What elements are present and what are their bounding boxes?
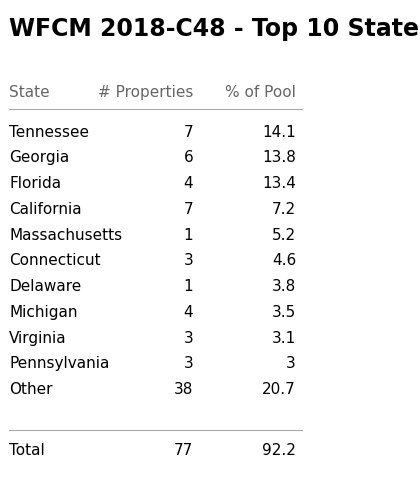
Text: 7.2: 7.2	[272, 202, 296, 217]
Text: 4: 4	[184, 305, 193, 320]
Text: 92.2: 92.2	[262, 443, 296, 458]
Text: 3.5: 3.5	[272, 305, 296, 320]
Text: Michigan: Michigan	[9, 305, 78, 320]
Text: # Properties: # Properties	[98, 85, 193, 100]
Text: 3: 3	[286, 356, 296, 372]
Text: 3: 3	[184, 253, 193, 268]
Text: 14.1: 14.1	[262, 125, 296, 139]
Text: 3: 3	[184, 331, 193, 346]
Text: Total: Total	[9, 443, 45, 458]
Text: Massachusetts: Massachusetts	[9, 227, 123, 243]
Text: 7: 7	[184, 125, 193, 139]
Text: 3: 3	[184, 356, 193, 372]
Text: 4.6: 4.6	[272, 253, 296, 268]
Text: State: State	[9, 85, 50, 100]
Text: Florida: Florida	[9, 176, 61, 191]
Text: Georgia: Georgia	[9, 150, 70, 165]
Text: Pennsylvania: Pennsylvania	[9, 356, 110, 372]
Text: % of Pool: % of Pool	[225, 85, 296, 100]
Text: Tennessee: Tennessee	[9, 125, 89, 139]
Text: WFCM 2018-C48 - Top 10 States: WFCM 2018-C48 - Top 10 States	[9, 17, 420, 41]
Text: 3.8: 3.8	[272, 279, 296, 294]
Text: 38: 38	[174, 382, 193, 397]
Text: 1: 1	[184, 279, 193, 294]
Text: 77: 77	[174, 443, 193, 458]
Text: Delaware: Delaware	[9, 279, 81, 294]
Text: 20.7: 20.7	[262, 382, 296, 397]
Text: 4: 4	[184, 176, 193, 191]
Text: Connecticut: Connecticut	[9, 253, 101, 268]
Text: 7: 7	[184, 202, 193, 217]
Text: 6: 6	[184, 150, 193, 165]
Text: Other: Other	[9, 382, 53, 397]
Text: California: California	[9, 202, 82, 217]
Text: Virginia: Virginia	[9, 331, 67, 346]
Text: 1: 1	[184, 227, 193, 243]
Text: 13.8: 13.8	[262, 150, 296, 165]
Text: 5.2: 5.2	[272, 227, 296, 243]
Text: 13.4: 13.4	[262, 176, 296, 191]
Text: 3.1: 3.1	[272, 331, 296, 346]
